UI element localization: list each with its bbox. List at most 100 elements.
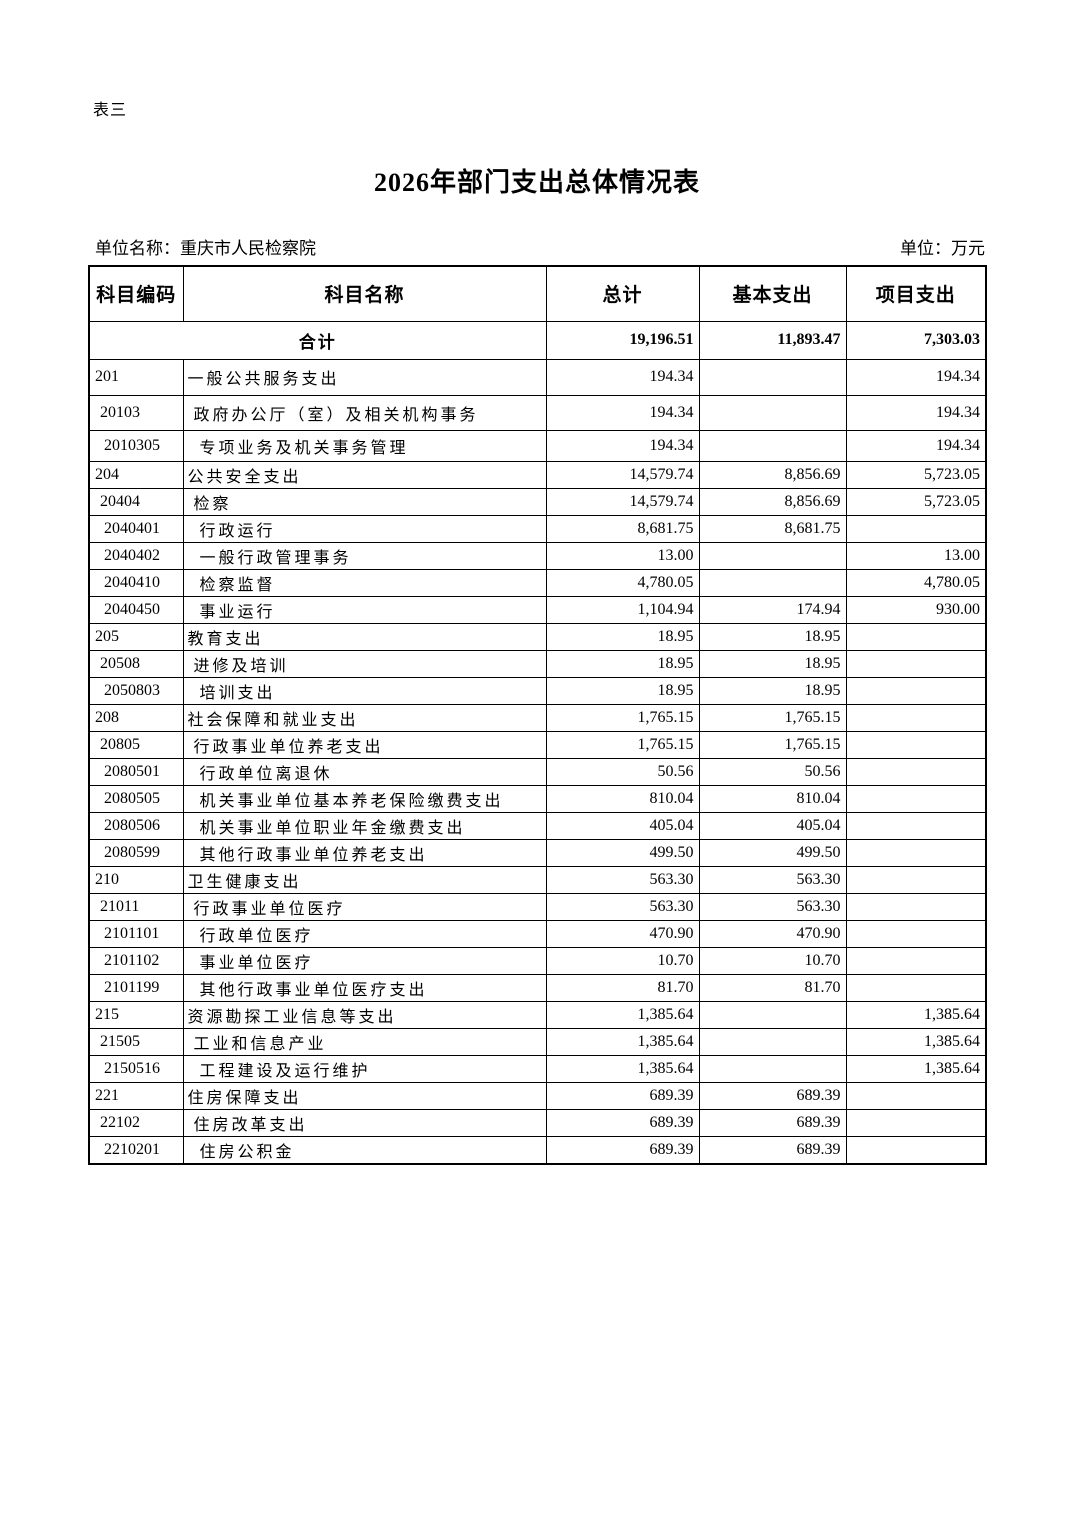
project-value-cell: [845, 838, 987, 867]
subject-name-cell: 检察: [182, 487, 547, 516]
project-value-cell: [845, 757, 987, 786]
table-row: 2040402 一般行政管理事务 13.00 13.00: [88, 541, 987, 570]
basic-value-cell: 18.95: [698, 649, 847, 678]
basic-value-cell: 8,856.69: [698, 487, 847, 516]
total-value-cell: 563.30: [545, 892, 700, 921]
project-value-cell: 5,723.05: [845, 460, 987, 489]
total-value-cell: 499.50: [545, 838, 700, 867]
subject-name-cell: 卫生健康支出: [182, 865, 547, 894]
subject-code-cell: 215: [88, 1000, 184, 1029]
table-row: 2101101 行政单位医疗 470.90 470.90: [88, 919, 987, 948]
table-row: 2010305 专项业务及机关事务管理 194.34 194.34: [88, 429, 987, 462]
basic-value-cell: 8,681.75: [698, 514, 847, 543]
unit-name-label: 单位名称：: [95, 239, 180, 258]
subject-name-cell: 行政运行: [182, 514, 547, 543]
unit-name-value: 重庆市人民检察院: [180, 239, 316, 258]
table-row: 2040450 事业运行 1,104.94 174.94 930.00: [88, 595, 987, 624]
subject-name-cell: 教育支出: [182, 622, 547, 651]
total-value-cell: 13.00: [545, 541, 700, 570]
table-row: 221 住房保障支出 689.39 689.39: [88, 1081, 987, 1110]
column-header-subject-name: 科目名称: [182, 265, 547, 322]
basic-value-cell: 81.70: [698, 973, 847, 1002]
table-row: 21505 工业和信息产业 1,385.64 1,385.64: [88, 1027, 987, 1056]
subject-code-cell: 22102: [88, 1108, 184, 1137]
basic-value-cell: 563.30: [698, 892, 847, 921]
total-value-cell: 1,104.94: [545, 595, 700, 624]
project-value-cell: 930.00: [845, 595, 987, 624]
subject-code-cell: 2080505: [88, 784, 184, 813]
grand-total-project-value: 7,303.03: [845, 320, 987, 360]
basic-value-cell: 18.95: [698, 622, 847, 651]
subject-name-cell: 住房公积金: [182, 1135, 547, 1164]
project-value-cell: 194.34: [845, 358, 987, 396]
subject-name-cell: 进修及培训: [182, 649, 547, 678]
subject-code-cell: 2050803: [88, 676, 184, 705]
unit-name: 单位名称：重庆市人民检察院: [95, 234, 316, 259]
expenditure-table: 科目编码 科目名称 总计 基本支出 项目支出 合计 19,196.51 11,8…: [88, 265, 987, 1165]
table-row: 22102 住房改革支出 689.39 689.39: [88, 1108, 987, 1137]
unit-info-row: 单位名称：重庆市人民检察院 单位：万元: [95, 234, 985, 259]
total-value-cell: 14,579.74: [545, 460, 700, 489]
total-value-cell: 18.95: [545, 676, 700, 705]
subject-name-cell: 其他行政事业单位养老支出: [182, 838, 547, 867]
basic-value-cell: 50.56: [698, 757, 847, 786]
table-row: 204 公共安全支出 14,579.74 8,856.69 5,723.05: [88, 460, 987, 489]
table-row: 20805 行政事业单位养老支出 1,765.15 1,765.15: [88, 730, 987, 759]
total-value-cell: 50.56: [545, 757, 700, 786]
subject-code-cell: 2040450: [88, 595, 184, 624]
table-row: 2080505 机关事业单位基本养老保险缴费支出 810.04 810.04: [88, 784, 987, 813]
subject-code-cell: 205: [88, 622, 184, 651]
basic-value-cell: 499.50: [698, 838, 847, 867]
subject-name-cell: 机关事业单位基本养老保险缴费支出: [182, 784, 547, 813]
basic-value-cell: [698, 541, 847, 570]
subject-name-cell: 政府办公厅（室）及相关机构事务: [182, 394, 547, 431]
total-value-cell: 1,765.15: [545, 703, 700, 732]
project-value-cell: [845, 649, 987, 678]
total-value-cell: 689.39: [545, 1108, 700, 1137]
project-value-cell: [845, 811, 987, 840]
total-value-cell: 689.39: [545, 1081, 700, 1110]
project-value-cell: 1,385.64: [845, 1000, 987, 1029]
subject-code-cell: 2040402: [88, 541, 184, 570]
project-value-cell: [845, 1081, 987, 1110]
grand-total-label: 合计: [88, 320, 547, 360]
subject-name-cell: 行政单位医疗: [182, 919, 547, 948]
table-number-label: 表三: [93, 102, 128, 119]
basic-value-cell: [698, 1000, 847, 1029]
header-row: 科目编码 科目名称 总计 基本支出 项目支出: [88, 265, 987, 322]
table-row: 2050803 培训支出 18.95 18.95: [88, 676, 987, 705]
subject-code-cell: 2010305: [88, 429, 184, 462]
table-row: 20404 检察 14,579.74 8,856.69 5,723.05: [88, 487, 987, 516]
project-value-cell: [845, 892, 987, 921]
subject-code-cell: 2210201: [88, 1135, 184, 1164]
table-row: 20508 进修及培训 18.95 18.95: [88, 649, 987, 678]
basic-value-cell: 174.94: [698, 595, 847, 624]
table-row: 2080599 其他行政事业单位养老支出 499.50 499.50: [88, 838, 987, 867]
total-value-cell: 4,780.05: [545, 568, 700, 597]
table-row: 2101199 其他行政事业单位医疗支出 81.70 81.70: [88, 973, 987, 1002]
basic-value-cell: [698, 1054, 847, 1083]
subject-code-cell: 21011: [88, 892, 184, 921]
total-value-cell: 470.90: [545, 919, 700, 948]
table-row: 205 教育支出 18.95 18.95: [88, 622, 987, 651]
total-value-cell: 10.70: [545, 946, 700, 975]
basic-value-cell: [698, 429, 847, 462]
table-row: 2080501 行政单位离退休 50.56 50.56: [88, 757, 987, 786]
basic-value-cell: 8,856.69: [698, 460, 847, 489]
subject-name-cell: 其他行政事业单位医疗支出: [182, 973, 547, 1002]
project-value-cell: [845, 784, 987, 813]
basic-value-cell: [698, 568, 847, 597]
subject-code-cell: 2080501: [88, 757, 184, 786]
table-row: 210 卫生健康支出 563.30 563.30: [88, 865, 987, 894]
table-row: 2040401 行政运行 8,681.75 8,681.75: [88, 514, 987, 543]
subject-code-cell: 208: [88, 703, 184, 732]
subject-name-cell: 一般行政管理事务: [182, 541, 547, 570]
subject-code-cell: 2150516: [88, 1054, 184, 1083]
total-value-cell: 563.30: [545, 865, 700, 894]
basic-value-cell: 689.39: [698, 1135, 847, 1164]
table-row: 20103 政府办公厅（室）及相关机构事务 194.34 194.34: [88, 394, 987, 431]
table-row: 2210201 住房公积金 689.39 689.39: [88, 1135, 987, 1164]
subject-name-cell: 工程建设及运行维护: [182, 1054, 547, 1083]
subject-name-cell: 住房保障支出: [182, 1081, 547, 1110]
subject-code-cell: 201: [88, 358, 184, 396]
